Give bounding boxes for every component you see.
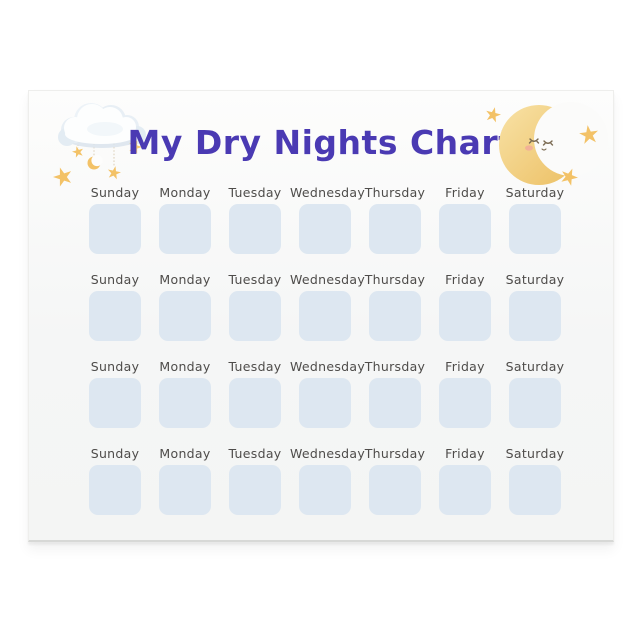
day-cell: Friday bbox=[430, 445, 500, 532]
cloud-moon-stars-icon bbox=[50, 103, 146, 188]
week-row: Sunday Monday Tuesday Wednesday Thursday Frid… bbox=[80, 358, 570, 445]
day-cell: Tuesday bbox=[220, 445, 290, 532]
dry-night-checkbox[interactable] bbox=[509, 204, 561, 254]
dry-night-checkbox[interactable] bbox=[439, 465, 491, 515]
dry-night-checkbox[interactable] bbox=[229, 204, 281, 254]
dry-night-checkbox[interactable] bbox=[369, 465, 421, 515]
dry-night-checkbox[interactable] bbox=[229, 291, 281, 341]
day-cell: Monday bbox=[150, 445, 220, 532]
day-label: Friday bbox=[445, 185, 485, 200]
page-title: My Dry Nights Chart bbox=[127, 123, 515, 162]
day-label: Wednesday bbox=[290, 446, 366, 461]
dry-night-checkbox[interactable] bbox=[439, 204, 491, 254]
dry-night-checkbox[interactable] bbox=[369, 378, 421, 428]
day-cell: Friday bbox=[430, 358, 500, 445]
notepad-page: My Dry Nights Chart Sunday Monda bbox=[28, 90, 614, 542]
day-cell: Tuesday bbox=[220, 271, 290, 358]
day-label: Friday bbox=[445, 272, 485, 287]
dry-night-checkbox[interactable] bbox=[299, 291, 351, 341]
dry-night-checkbox[interactable] bbox=[89, 291, 141, 341]
sleeping-moon-icon bbox=[484, 102, 608, 187]
day-label: Thursday bbox=[364, 446, 426, 461]
day-cell: Monday bbox=[150, 358, 220, 445]
day-cell: Wednesday bbox=[290, 445, 366, 532]
day-label: Thursday bbox=[364, 185, 426, 200]
day-label: Tuesday bbox=[228, 359, 282, 374]
day-label: Saturday bbox=[505, 185, 565, 200]
day-label: Monday bbox=[159, 185, 211, 200]
day-cell: Wednesday bbox=[290, 358, 366, 445]
day-label: Thursday bbox=[364, 272, 426, 287]
day-label: Sunday bbox=[90, 359, 140, 374]
day-label: Wednesday bbox=[290, 359, 366, 374]
day-cell: Monday bbox=[150, 184, 220, 271]
day-cell: Thursday bbox=[360, 358, 430, 445]
dry-night-checkbox[interactable] bbox=[439, 291, 491, 341]
day-label: Sunday bbox=[90, 272, 140, 287]
day-label: Friday bbox=[445, 446, 485, 461]
dry-night-checkbox[interactable] bbox=[509, 378, 561, 428]
day-label: Monday bbox=[159, 359, 211, 374]
day-label: Wednesday bbox=[290, 185, 366, 200]
dry-nights-grid: Sunday Monday Tuesday Wednesday Thursday Frid… bbox=[80, 184, 570, 532]
day-cell: Friday bbox=[430, 184, 500, 271]
day-label: Wednesday bbox=[290, 272, 366, 287]
dry-night-checkbox[interactable] bbox=[299, 465, 351, 515]
day-label: Monday bbox=[159, 446, 211, 461]
day-cell: Sunday bbox=[80, 358, 150, 445]
day-cell: Sunday bbox=[80, 184, 150, 271]
week-row: Sunday Monday Tuesday Wednesday Thursday Frid… bbox=[80, 184, 570, 271]
day-label: Saturday bbox=[505, 359, 565, 374]
dry-night-checkbox[interactable] bbox=[299, 378, 351, 428]
day-cell: Thursday bbox=[360, 271, 430, 358]
week-row: Sunday Monday Tuesday Wednesday Thursday Frid… bbox=[80, 445, 570, 532]
dry-night-checkbox[interactable] bbox=[159, 378, 211, 428]
day-cell: Thursday bbox=[360, 445, 430, 532]
dry-night-checkbox[interactable] bbox=[369, 204, 421, 254]
day-label: Tuesday bbox=[228, 446, 282, 461]
day-label: Friday bbox=[445, 359, 485, 374]
dry-night-checkbox[interactable] bbox=[159, 465, 211, 515]
day-label: Sunday bbox=[90, 446, 140, 461]
day-cell: Sunday bbox=[80, 271, 150, 358]
dry-night-checkbox[interactable] bbox=[439, 378, 491, 428]
dry-night-checkbox[interactable] bbox=[159, 291, 211, 341]
day-cell: Thursday bbox=[360, 184, 430, 271]
day-cell: Monday bbox=[150, 271, 220, 358]
dry-night-checkbox[interactable] bbox=[229, 378, 281, 428]
day-cell: Tuesday bbox=[220, 184, 290, 271]
day-cell: Friday bbox=[430, 271, 500, 358]
day-cell: Saturday bbox=[500, 358, 570, 445]
day-label: Tuesday bbox=[228, 272, 282, 287]
dry-night-checkbox[interactable] bbox=[229, 465, 281, 515]
dry-night-checkbox[interactable] bbox=[159, 204, 211, 254]
dry-night-checkbox[interactable] bbox=[299, 204, 351, 254]
day-cell: Sunday bbox=[80, 445, 150, 532]
day-label: Tuesday bbox=[228, 185, 282, 200]
day-cell: Tuesday bbox=[220, 358, 290, 445]
dry-night-checkbox[interactable] bbox=[509, 291, 561, 341]
day-cell: Wednesday bbox=[290, 271, 366, 358]
day-cell: Saturday bbox=[500, 271, 570, 358]
day-label: Saturday bbox=[505, 446, 565, 461]
day-cell: Saturday bbox=[500, 445, 570, 532]
dry-night-checkbox[interactable] bbox=[89, 204, 141, 254]
week-row: Sunday Monday Tuesday Wednesday Thursday Frid… bbox=[80, 271, 570, 358]
day-label: Monday bbox=[159, 272, 211, 287]
day-cell: Wednesday bbox=[290, 184, 366, 271]
dry-night-checkbox[interactable] bbox=[89, 465, 141, 515]
day-label: Sunday bbox=[90, 185, 140, 200]
dry-night-checkbox[interactable] bbox=[89, 378, 141, 428]
dry-night-checkbox[interactable] bbox=[369, 291, 421, 341]
dry-night-checkbox[interactable] bbox=[509, 465, 561, 515]
day-cell: Saturday bbox=[500, 184, 570, 271]
day-label: Saturday bbox=[505, 272, 565, 287]
day-label: Thursday bbox=[364, 359, 426, 374]
